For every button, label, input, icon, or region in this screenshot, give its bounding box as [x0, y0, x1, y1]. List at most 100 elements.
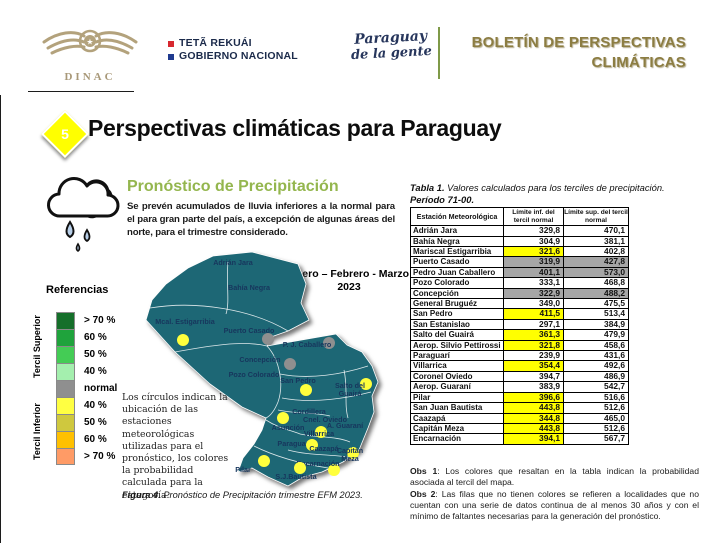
table-cell: Paraguarí	[410, 350, 504, 362]
section-number-diamond: 5	[40, 109, 90, 159]
table-cell: 383,9	[503, 381, 564, 393]
table-cell: Caazapá	[410, 412, 504, 424]
table-cell: 333,1	[503, 277, 564, 289]
table-cell: 321,6	[503, 245, 564, 258]
left-rule-line	[0, 95, 1, 543]
gov-line2-text: GOBIERNO NACIONAL	[179, 50, 298, 62]
table-cell: Pedro Juan Caballero	[410, 266, 504, 279]
table-row: Coronel Oviedo 394,7 486,9	[410, 370, 629, 383]
table-cell: Salto del Guairá	[410, 329, 504, 341]
legend-swatch	[56, 397, 75, 414]
legend-swatch	[56, 431, 75, 448]
legend-swatch	[56, 414, 75, 431]
table-cell: Aerop. Silvio Pettirossi	[410, 339, 504, 352]
table-cell: 573,0	[563, 266, 629, 279]
table-cell: 319,9	[503, 256, 564, 268]
table-cell: 468,8	[563, 277, 629, 289]
table-cell: 513,4	[563, 308, 629, 320]
legend-label: 50 %	[84, 417, 107, 428]
table-cell: San Estanislao	[410, 318, 504, 331]
table-row: Aerop. Guaraní 383,9 542,7	[410, 381, 629, 393]
legend-entry: 60 %	[56, 329, 117, 346]
legend-entry: 50 %	[56, 346, 117, 363]
table-cell: Villarrica	[410, 360, 504, 372]
svg-text:★: ★	[86, 38, 93, 47]
obs1-text: : Los colores que resaltan en la tabla i…	[410, 466, 699, 488]
table-cell: 567,7	[563, 433, 629, 445]
table-cell: 329,8	[503, 225, 564, 237]
legend-entry: normal	[56, 380, 117, 397]
table-cell: 322,9	[503, 287, 564, 300]
table-row: Salto del Guairá 361,3 479,9	[410, 329, 629, 341]
legend-entry: 40 %	[56, 363, 117, 380]
table-cell: Coronel Oviedo	[410, 370, 504, 383]
script-line2: de la gente	[350, 43, 433, 64]
col-header-sup: Límite sup. del tercil normal	[563, 206, 629, 227]
table-title: Tabla 1. Valores calculados para los ter…	[410, 182, 701, 206]
map-note: Los círculos indican la ubicación de las…	[122, 392, 229, 501]
table-row: Pozo Colorado 333,1 468,8	[410, 277, 629, 289]
bulletin-title-line2: CLIMÁTICAS	[591, 54, 686, 71]
table-row: San Juan Bautista 443,8 512,6	[410, 402, 629, 414]
table-cell: Mariscal Estigarribia	[410, 245, 504, 258]
gov-line-1: TETÃ REKUÁI	[168, 37, 298, 50]
forecast-body: Se prevén acumulados de lluvia inferiore…	[127, 201, 395, 238]
table-cell: San Pedro	[410, 308, 504, 320]
table-cell: 470,1	[563, 225, 629, 237]
obs1-label: Obs 1	[410, 466, 438, 476]
table-cell: 458,6	[563, 339, 629, 352]
table-row: Villarrica 354,4 492,6	[410, 360, 629, 372]
header-divider	[438, 27, 440, 79]
table-cell: 402,8	[563, 245, 629, 258]
table-cell: 427,8	[563, 256, 629, 268]
legend-entry: 60 %	[56, 431, 117, 448]
blue-square-icon	[168, 53, 174, 60]
table-cell: 297,1	[503, 318, 564, 331]
tercil-superior-label: Tercil Superior	[32, 315, 42, 379]
table-cell: 361,3	[503, 329, 564, 341]
period-year: 2023	[337, 281, 361, 293]
dinac-wings-icon: ★	[42, 29, 138, 55]
table-cell: 475,5	[563, 298, 629, 310]
table-cell: 443,8	[503, 422, 564, 435]
table-cell: 465,0	[563, 412, 629, 424]
figure-caption: Figura 4. Pronóstico de Precipitación tr…	[122, 490, 404, 500]
legend-entry: 50 %	[56, 414, 117, 431]
table-cell: Capitán Meza	[410, 422, 504, 435]
legend-swatch	[56, 329, 75, 346]
table-row: Mariscal Estigarribia 321,6 402,8	[410, 245, 629, 258]
table-row: Pedro Juan Caballero 401,1 573,0	[410, 266, 629, 279]
dinac-wordmark: DINAC	[64, 71, 116, 83]
table-cell: 411,5	[503, 308, 564, 320]
paraguay-de-la-gente-logo: Paraguay de la gente	[347, 28, 435, 63]
legend-label: 60 %	[84, 434, 107, 445]
legend-label: normal	[84, 383, 118, 394]
table-cell: 304,9	[503, 235, 564, 248]
table-cell: 396,6	[503, 391, 564, 404]
gov-line1-text: TETÃ REKUÁI	[179, 37, 252, 49]
red-square-icon	[168, 40, 174, 47]
department-borders	[149, 261, 372, 469]
forecast-period: Enero – Febrero - Marzo 2023	[285, 268, 413, 294]
table-cell: General Bruguéz	[410, 298, 504, 310]
government-logo: TETÃ REKUÁI GOBIERNO NACIONAL	[168, 37, 298, 63]
legend-label: 40 %	[84, 400, 107, 411]
table-cell: Pozo Colorado	[410, 277, 504, 289]
table-cell: 431,6	[563, 350, 629, 362]
table-row: San Pedro 411,5 513,4	[410, 308, 629, 320]
table-row: Puerto Casado 319,9 427,8	[410, 256, 629, 268]
legend-swatch	[56, 346, 75, 363]
table-cell: 443,8	[503, 402, 564, 414]
legend-swatch	[56, 312, 75, 329]
legend-title: Referencias	[46, 284, 109, 296]
table-cell: 516,6	[563, 391, 629, 404]
table-row: General Bruguéz 349,0 475,5	[410, 298, 629, 310]
table-cell: Encarnación	[410, 433, 504, 445]
observations: Obs 1: Los colores que resaltan en la ta…	[410, 466, 699, 522]
table-row: Caazapá 344,8 465,0	[410, 412, 629, 424]
table-cell: 488,2	[563, 287, 629, 300]
table-row: Adrián Jara 329,8 470,1	[410, 225, 629, 237]
legend-swatch	[56, 380, 75, 397]
obs2-label: Obs 2	[410, 488, 436, 499]
table-cell: 349,0	[503, 298, 564, 310]
